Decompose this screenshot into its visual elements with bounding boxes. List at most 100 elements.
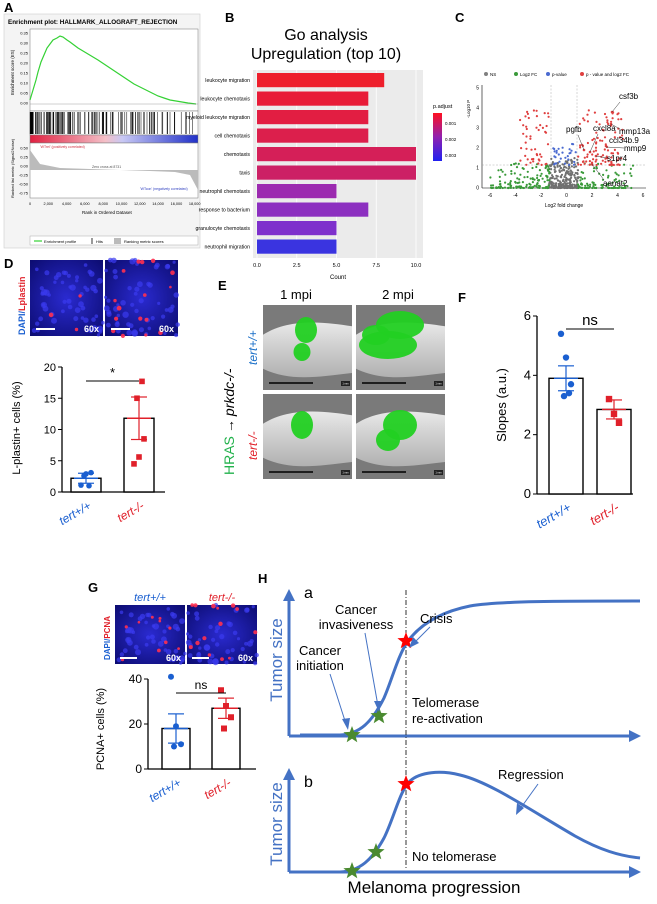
nucleus — [67, 304, 73, 310]
marker-positive-cell — [121, 269, 126, 273]
volcano-point — [515, 185, 518, 188]
volcano-point — [582, 117, 585, 120]
gsea-x-tick: 0 — [29, 202, 31, 206]
data-point — [221, 725, 227, 732]
nucleus — [35, 267, 39, 272]
volcano-point — [569, 177, 572, 180]
category-label: tert+/+ — [533, 499, 573, 531]
volcano-gene-labels: csf3b mmp13a ccl34b.9 mmp9 pgfb cxcl8a s… — [566, 92, 651, 188]
volcano-point — [523, 176, 526, 179]
nucleus — [197, 638, 201, 642]
volcano-point — [524, 115, 527, 118]
nucleus — [139, 327, 144, 333]
go-category-label: chemotaxis — [224, 152, 251, 158]
category-label: tert-/- — [115, 498, 147, 524]
volcano-point — [563, 175, 566, 178]
volcano-x-tick: -2 — [539, 193, 544, 199]
volcano-y-tick: 1 — [476, 166, 479, 172]
volcano-point — [573, 166, 576, 169]
volcano-point — [623, 163, 626, 166]
volcano-point — [574, 176, 577, 179]
volcano-point — [607, 174, 610, 177]
y-tick-label: 2 — [524, 427, 531, 442]
significance-label: ns — [195, 678, 208, 692]
gene-label-mmp13a: mmp13a — [619, 127, 651, 136]
y-tick-label: 5 — [50, 456, 56, 468]
d-stain-marker: Lplastin — [17, 276, 27, 311]
volcano-point — [547, 112, 550, 115]
volcano-point — [604, 157, 607, 160]
e-row-ko: tert-/- — [246, 431, 260, 460]
volcano-point — [569, 186, 572, 190]
volcano-point — [519, 118, 522, 122]
volcano-point — [529, 161, 532, 164]
volcano-point — [586, 113, 589, 116]
volcano-point — [490, 184, 493, 187]
nucleus — [108, 257, 113, 263]
g-stain-dapi: DAPI/ — [103, 638, 112, 660]
volcano-point — [550, 163, 553, 166]
volcano-point — [509, 186, 512, 189]
volcano-point — [592, 185, 595, 188]
volcano-point — [541, 186, 545, 190]
volcano-point — [567, 186, 570, 189]
marker-positive-cell — [158, 616, 162, 620]
volcano-point — [613, 148, 617, 151]
nucleus — [244, 607, 250, 613]
volcano-point — [576, 169, 580, 172]
volcano-point — [568, 163, 571, 166]
marker-positive-cell — [216, 606, 220, 610]
go-x-tick: 7.5 — [372, 263, 380, 269]
ranking-metric-area — [30, 150, 198, 190]
volcano-point — [570, 173, 574, 176]
marker-positive-cell — [140, 259, 145, 265]
marker-positive-cell — [114, 316, 119, 321]
data-point — [610, 410, 618, 418]
nucleus — [51, 317, 57, 324]
volcano-ylabel: -Log10 P — [466, 100, 471, 118]
volcano-point — [607, 122, 610, 126]
h-telomerase-2: re-activation — [412, 711, 483, 726]
volcano-point — [553, 147, 556, 151]
gsea-es-tick: 0.10 — [20, 81, 29, 86]
volcano-point — [549, 177, 552, 180]
volcano-point — [531, 166, 534, 170]
volcano-legend-label: p-value — [552, 72, 567, 77]
volcano-point — [495, 186, 498, 190]
volcano-legend-label: p - value and log2 FC — [586, 72, 630, 77]
gsea-es-tick: 0.35 — [20, 31, 29, 36]
volcano-point — [564, 179, 567, 182]
volcano-point — [532, 160, 535, 163]
volcano-point — [520, 147, 523, 150]
volcano-point — [574, 171, 577, 175]
nucleus — [137, 616, 143, 622]
panel-c-volcano-plot: NS Log2 FC p-value p - value and log2 FC -L… — [466, 72, 651, 209]
data-point — [88, 469, 94, 476]
volcano-point — [581, 177, 584, 181]
nucleus — [187, 653, 193, 658]
nucleus — [215, 642, 220, 647]
volcano-point — [539, 174, 542, 177]
volcano-point — [591, 181, 594, 184]
marker-positive-cell — [211, 603, 216, 609]
panel-letter-b: B — [225, 10, 234, 25]
volcano-point — [568, 182, 571, 185]
gsea-es-tick: 0.05 — [20, 91, 29, 96]
volcano-point — [579, 144, 582, 147]
nucleus — [194, 615, 200, 621]
volcano-point — [525, 127, 528, 131]
nucleus — [80, 305, 86, 311]
marker-positive-cell — [253, 630, 258, 635]
volcano-point — [595, 158, 598, 161]
h-sub-b: b — [304, 774, 313, 791]
h-initiation-2: initiation — [296, 658, 344, 673]
g-col-ko: tert-/- — [209, 592, 236, 604]
go-legend-tick-3: 0.003 — [445, 153, 457, 158]
volcano-point — [515, 166, 519, 169]
volcano-point — [610, 161, 613, 164]
volcano-point — [606, 149, 610, 152]
gene-label-ccl34b9: ccl34b.9 — [609, 136, 639, 145]
nucleus — [174, 333, 179, 338]
volcano-point — [498, 183, 501, 186]
gsea-es-tick: 0.30 — [20, 41, 29, 46]
